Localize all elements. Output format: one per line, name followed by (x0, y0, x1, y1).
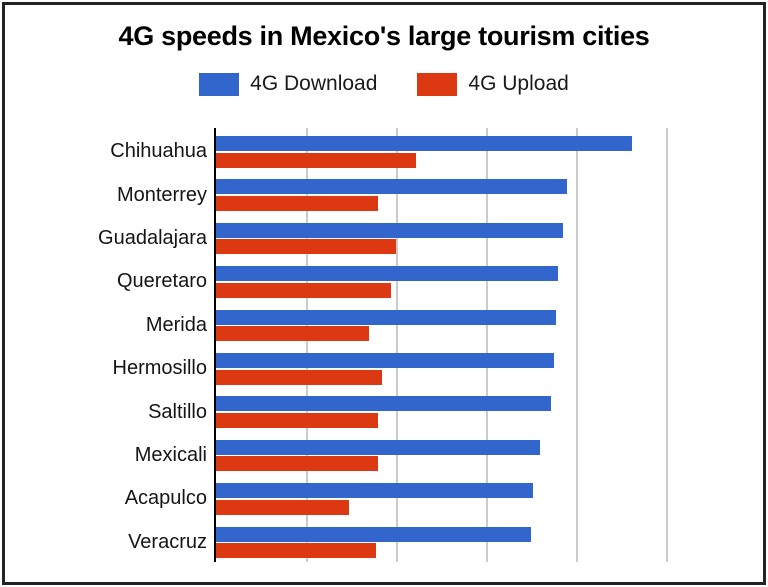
category-label: Veracruz (128, 530, 207, 553)
upload-legend-swatch (417, 72, 458, 96)
download-bar (216, 396, 551, 412)
category-label: Hermosillo (112, 357, 207, 380)
category-row: Saltillo (0, 388, 756, 431)
category-label: Queretaro (116, 270, 207, 293)
category-row: Mexicali (0, 432, 756, 475)
upload-bar (216, 543, 377, 559)
bar-pair (216, 302, 756, 345)
upload-legend-label: 4G Upload (468, 72, 569, 95)
category-row: Acapulco (0, 475, 756, 518)
gridline (396, 128, 398, 562)
category-row: Queretaro (0, 258, 756, 301)
download-bar (216, 439, 540, 455)
category-row: Chihuahua (0, 128, 756, 171)
chart-title: 4G speeds in Mexico's large tourism citi… (118, 21, 650, 51)
plot-area (214, 128, 756, 562)
upload-bar (216, 456, 378, 472)
bar-pair (216, 432, 756, 475)
category-row: Merida (0, 302, 756, 345)
bar-pair (216, 215, 756, 258)
download-bar (216, 179, 567, 195)
gridline (306, 128, 308, 562)
download-bar (216, 266, 558, 282)
upload-bar (216, 412, 378, 428)
category-row: Hermosillo (0, 345, 756, 388)
bar-pair (216, 345, 756, 388)
download-bar (216, 309, 557, 325)
category-label: Guadalajara (98, 226, 207, 249)
upload-bar (216, 499, 350, 515)
download-bar (216, 526, 531, 542)
upload-bar (216, 282, 391, 298)
upload-bar (216, 239, 396, 255)
bar-pair (216, 128, 756, 171)
download-bar (216, 483, 533, 499)
category-label: Mexicali (134, 443, 207, 466)
category-row: Monterrey (0, 171, 756, 214)
bar-pair (216, 475, 756, 518)
download-legend-swatch (199, 72, 240, 96)
category-label: Acapulco (124, 487, 207, 510)
download-legend-label: 4G Download (250, 72, 378, 95)
upload-bar (216, 369, 382, 385)
gridline (486, 128, 488, 562)
y-axis-line (214, 128, 216, 562)
upload-bar (216, 195, 378, 211)
legend-item-upload: 4G Upload (417, 72, 569, 96)
category-row: Veracruz (0, 519, 756, 562)
bar-rows: Chihuahua Monterrey Guadalajara Queretaro Me… (0, 128, 756, 562)
legend: 4G Download 4G Upload (0, 71, 768, 97)
gridline (576, 128, 578, 562)
category-label: Chihuahua (110, 140, 207, 163)
category-row: Guadalajara (0, 215, 756, 258)
download-bar (216, 222, 564, 238)
category-label: Merida (145, 313, 207, 336)
bar-pair (216, 519, 756, 562)
download-bar (216, 353, 555, 368)
download-bar (216, 136, 632, 151)
upload-bar (216, 152, 416, 168)
bar-pair (216, 171, 756, 214)
bar-pair (216, 258, 756, 301)
category-label: Saltillo (148, 400, 207, 423)
category-label: Monterrey (116, 183, 207, 206)
bar-pair (216, 388, 756, 431)
gridline (666, 128, 668, 562)
legend-item-download: 4G Download (199, 72, 377, 96)
upload-bar (216, 326, 369, 342)
